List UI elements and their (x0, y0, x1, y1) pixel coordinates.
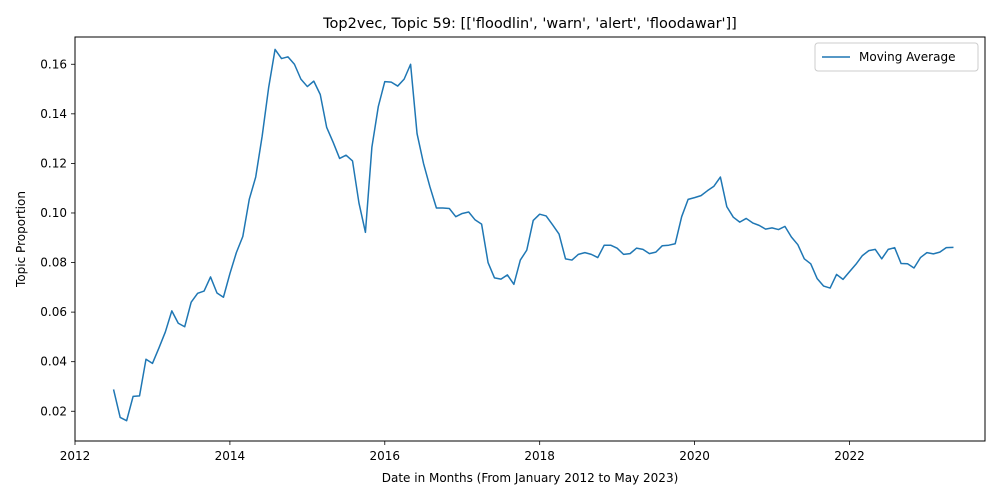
axes-frame (74, 36, 986, 442)
x-axis-label: Date in Months (From January 2012 to May… (382, 471, 679, 485)
legend-box (814, 42, 979, 72)
y-tick-label: 0.02 (40, 404, 67, 418)
y-tick-label: 0.06 (40, 305, 67, 319)
legend-label: Moving Average (859, 50, 955, 64)
x-tick-label: 2016 (370, 449, 401, 463)
x-tick-label: 2014 (215, 449, 246, 463)
y-axis: 0.02 0.04 0.06 0.08 0.10 0.12 0.14 0.16 (40, 57, 75, 418)
x-axis: 2012 2014 2016 2018 2020 2022 (60, 441, 865, 463)
y-tick-label: 0.10 (40, 206, 67, 220)
series-line-0 (112, 48, 954, 422)
x-tick-label: 2018 (524, 449, 555, 463)
y-tick-label: 0.04 (40, 355, 67, 369)
y-tick-label: 0.14 (40, 107, 67, 121)
y-tick-label: 0.16 (40, 57, 67, 71)
x-tick-label: 2012 (60, 449, 91, 463)
x-tick-label: 2020 (679, 449, 710, 463)
plot-area (112, 48, 954, 422)
x-tick-label: 2022 (834, 449, 865, 463)
y-tick-label: 0.08 (40, 256, 67, 270)
chart-title: Top2vec, Topic 59: [['floodlin', 'warn',… (322, 16, 737, 32)
y-axis-label: Topic Proportion (14, 191, 28, 288)
legend: Moving Average (814, 42, 979, 72)
y-tick-label: 0.12 (40, 156, 67, 170)
